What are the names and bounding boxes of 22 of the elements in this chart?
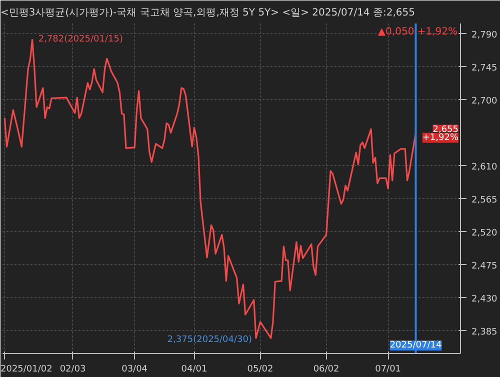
ref-line-label: 2025/07/14 <box>390 340 442 350</box>
x-tick-label: 05/02 <box>247 364 274 374</box>
y-tick-label: 2,700 <box>472 96 498 106</box>
y-tick-label: 2,610 <box>472 162 498 172</box>
annotation: 2,782(2025/01/15) <box>38 34 123 45</box>
x-tick-label: 03/04 <box>122 364 148 374</box>
x-tick-label: 02/03 <box>60 364 86 374</box>
chart-title: <민평3사평균(시가평가)-국채 국고채 양곡,외평,재정 5Y 5Y> <일> 2025/07/14 종:2,655 <box>0 8 415 18</box>
y-tick-label: 2,385 <box>472 327 498 338</box>
x-tick-label: 04/01 <box>181 364 208 374</box>
y-tick-label: 2,520 <box>472 228 498 238</box>
y-tick-label: 2,475 <box>472 261 498 272</box>
x-tick-label: 2025/01/02 <box>0 364 52 374</box>
x-tick-label: 06/02 <box>313 364 340 374</box>
y-tick-label: 2,565 <box>472 195 498 206</box>
annotation: 2,375(2025/04/30) <box>167 335 252 346</box>
y-tick-label: 2,745 <box>472 63 498 74</box>
y-tick-label: 2,430 <box>472 294 498 304</box>
annotation: +1,92% <box>422 132 459 143</box>
x-tick-label: 07/01 <box>375 364 402 374</box>
annotation: ▲0,050 +1,92% <box>378 26 458 38</box>
y-tick-label: 2,790 <box>472 30 498 40</box>
